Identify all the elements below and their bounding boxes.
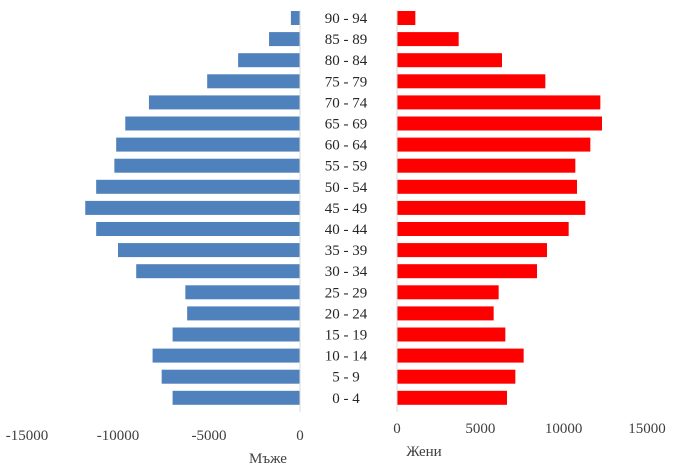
male-bars [85, 11, 301, 405]
female-bar [397, 74, 546, 89]
male-bar [172, 327, 300, 342]
age-group-label: 30 - 34 [325, 264, 368, 280]
age-group-label: 50 - 54 [325, 180, 368, 196]
age-group-label: 85 - 89 [325, 32, 368, 48]
age-group-label: 40 - 44 [325, 222, 368, 238]
age-group-label: 45 - 49 [325, 201, 368, 217]
male-axis-tick-label: 0 [296, 428, 304, 444]
female-bar [397, 53, 502, 68]
male-bar [172, 390, 300, 405]
age-group-label: 5 - 9 [332, 370, 360, 386]
male-axis-tick-label: -15000 [6, 428, 49, 444]
age-group-label: 35 - 39 [325, 243, 368, 259]
age-group-label: 25 - 29 [325, 285, 368, 301]
male-bar [118, 243, 300, 258]
male-axis-tick-label: -10000 [97, 428, 140, 444]
male-bar [136, 264, 300, 279]
age-group-labels: 0 - 4 5 - 9 10 - 14 15 - 19 20 - 24 25 - 29 30… [325, 11, 368, 407]
female-axis-tick-label: 0 [393, 421, 401, 437]
male-bar [96, 179, 300, 194]
female-bar [397, 95, 601, 110]
female-bar [397, 327, 506, 342]
male-axis-title: Мъже [249, 451, 287, 467]
male-bar [269, 32, 300, 47]
male-bar [152, 348, 300, 363]
female-axis-tick-label: 5000 [465, 421, 495, 437]
age-group-label: 65 - 69 [325, 117, 368, 133]
female-bar [397, 243, 547, 258]
female-bar [397, 158, 576, 173]
female-axis-ticks: 0 5000 10000 15000 [393, 421, 666, 437]
age-group-label: 80 - 84 [325, 53, 368, 69]
female-bar [397, 264, 537, 279]
age-group-label: 90 - 94 [325, 11, 368, 27]
male-bar [96, 222, 300, 236]
age-group-label: 60 - 64 [325, 138, 368, 154]
female-bar [397, 348, 524, 363]
age-group-label: 70 - 74 [325, 95, 368, 111]
female-bar [397, 11, 416, 25]
male-bar [185, 285, 300, 300]
male-bar [114, 158, 300, 173]
female-axis-tick-label: 15000 [628, 421, 666, 437]
age-group-label: 10 - 14 [325, 349, 368, 365]
male-bar [116, 137, 301, 152]
male-axis-tick-label: -5000 [192, 428, 227, 444]
male-bar [125, 116, 300, 131]
female-bar [397, 200, 586, 215]
male-bar [290, 11, 300, 25]
age-group-label: 75 - 79 [325, 74, 368, 90]
female-bar [397, 116, 602, 131]
male-bar [207, 74, 300, 89]
male-bar [148, 95, 300, 110]
female-bar [397, 179, 577, 194]
male-bar [161, 369, 300, 384]
female-bars [397, 11, 602, 405]
female-bar [397, 32, 459, 47]
female-bar [397, 306, 494, 321]
age-group-label: 20 - 24 [325, 306, 368, 322]
female-axis-tick-label: 10000 [545, 421, 583, 437]
male-bar [187, 306, 300, 321]
female-bar [397, 222, 569, 236]
female-bar [397, 137, 591, 152]
age-group-label: 55 - 59 [325, 159, 368, 175]
age-group-label: 0 - 4 [332, 391, 360, 407]
female-bar [397, 285, 499, 300]
female-bar [397, 390, 507, 405]
male-bar [85, 200, 301, 215]
female-axis-title: Жени [406, 444, 441, 460]
male-bar [238, 53, 300, 68]
female-bar [397, 369, 516, 384]
age-group-label: 15 - 19 [325, 328, 368, 344]
male-axis-ticks: -15000 -10000 -5000 0 [6, 428, 304, 444]
